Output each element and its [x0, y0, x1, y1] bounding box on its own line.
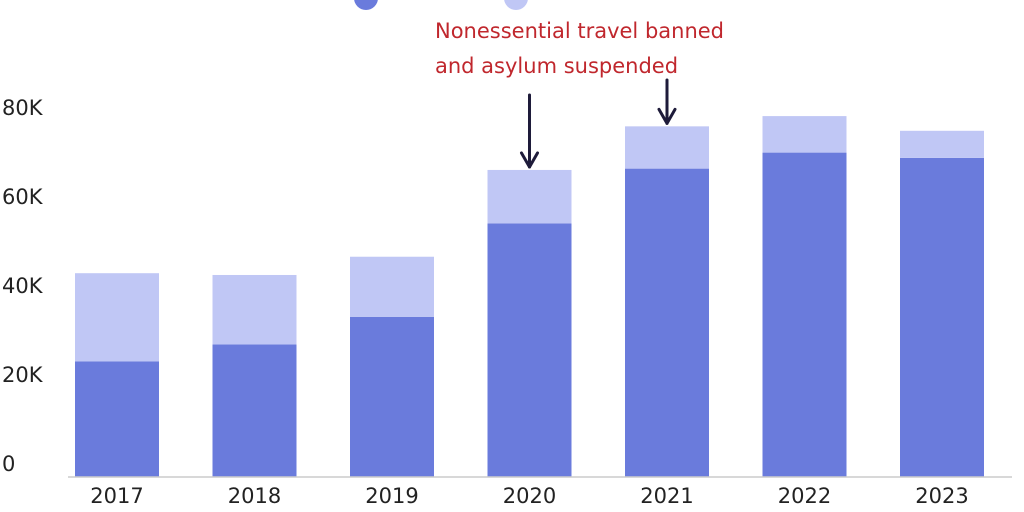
x-tick-label: 2017: [90, 484, 143, 508]
bar-2019-series-2: [350, 256, 434, 317]
x-tick-label: 2022: [778, 484, 831, 508]
annotation-line-2: and asylum suspended: [435, 54, 678, 78]
bar-2018-series-1: [212, 344, 297, 477]
y-tick-label: 20K: [2, 363, 44, 387]
y-tick-label: 80K: [2, 96, 44, 120]
bar-2021-series-1: [625, 168, 709, 478]
y-tick-label: 40K: [2, 274, 44, 298]
annotation-arrow-2021: [657, 78, 677, 125]
x-tick-label: 2021: [640, 484, 693, 508]
bar-2017-series-1: [75, 361, 159, 477]
annotation: Nonessential travel banned and asylum su…: [435, 19, 724, 78]
bar-2018-series-2: [212, 274, 297, 345]
bar-2020-series-2: [487, 169, 572, 224]
annotation-arrow-2020: [520, 93, 539, 169]
annotation-arrows: [520, 78, 677, 169]
legend: [354, 0, 528, 10]
bar-2022-series-1: [762, 152, 847, 477]
x-tick-label: 2023: [915, 484, 968, 508]
bar-2022-series-2: [762, 116, 847, 153]
x-tick-label: 2018: [228, 484, 281, 508]
x-tick-label: 2019: [365, 484, 418, 508]
bars: [75, 116, 984, 478]
x-axis: 2017 2018 2019 2020 2021 2022 2023: [90, 484, 968, 508]
bar-2019-series-1: [350, 316, 434, 477]
bar-2017-series-2: [75, 273, 159, 362]
bar-2021-series-2: [625, 126, 709, 169]
y-axis: 0 20K 40K 60K 80K: [2, 96, 44, 476]
bar-2023-series-2: [900, 130, 984, 158]
y-tick-label: 0: [2, 452, 15, 476]
bar-2023-series-1: [900, 157, 984, 477]
bar-2020-series-1: [487, 223, 572, 477]
y-tick-label: 60K: [2, 185, 44, 209]
annotation-line-1: Nonessential travel banned: [435, 19, 724, 43]
x-tick-label: 2020: [503, 484, 556, 508]
legend-swatch-series-1: [354, 0, 378, 10]
legend-swatch-series-2: [504, 0, 528, 10]
